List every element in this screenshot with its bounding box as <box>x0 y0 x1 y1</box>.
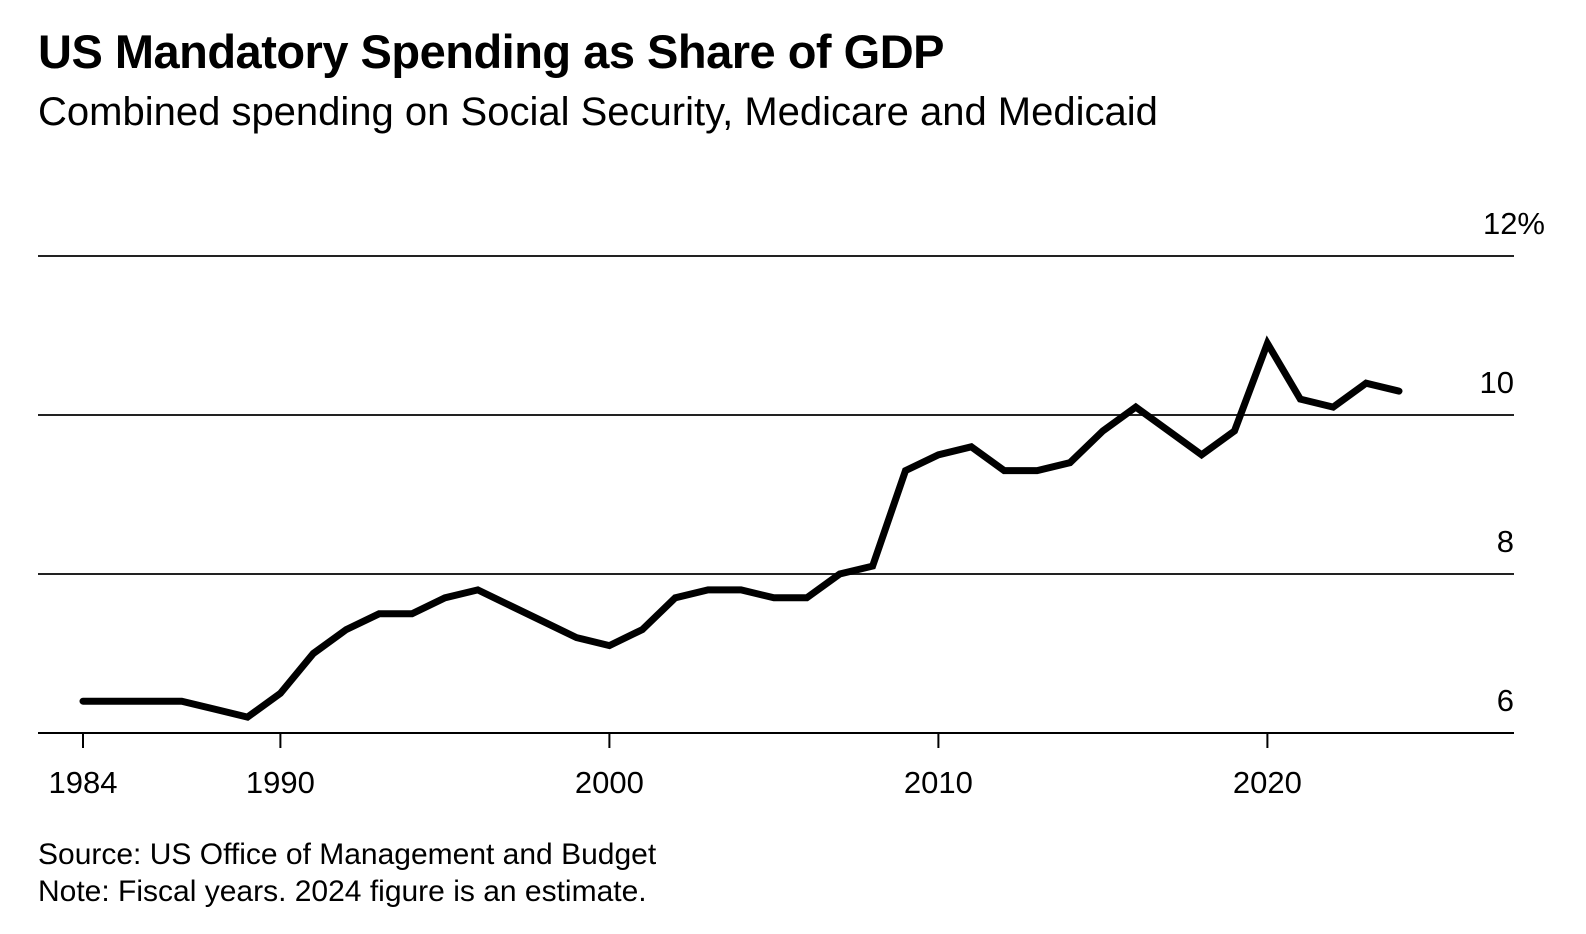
y-tick-label: 6 <box>1497 683 1514 718</box>
y-tick-label: 10 <box>1480 365 1514 400</box>
source-note: Source: US Office of Management and Budg… <box>38 838 657 871</box>
series-line <box>79 335 1403 721</box>
y-tick-label: 12% <box>1483 206 1545 241</box>
chart-title: US Mandatory Spending as Share of GDP <box>38 25 945 78</box>
gridlines <box>38 255 1514 734</box>
y-tick-label: 8 <box>1497 524 1514 559</box>
series-layer <box>79 335 1403 721</box>
y-axis-labels: 6 8 10 12% <box>1480 206 1545 718</box>
chart-subtitle: Combined spending on Social Security, Me… <box>38 90 1158 134</box>
x-axis: 1984 1990 2000 2010 2020 <box>49 733 1302 800</box>
x-tick-label: 2000 <box>575 765 644 800</box>
x-tick-label: 2020 <box>1233 765 1302 800</box>
x-tick-label: 1984 <box>49 765 118 800</box>
x-tick-label: 2010 <box>904 765 973 800</box>
footnote: Note: Fiscal years. 2024 figure is an es… <box>38 875 647 908</box>
x-tick-label: 1990 <box>246 765 315 800</box>
